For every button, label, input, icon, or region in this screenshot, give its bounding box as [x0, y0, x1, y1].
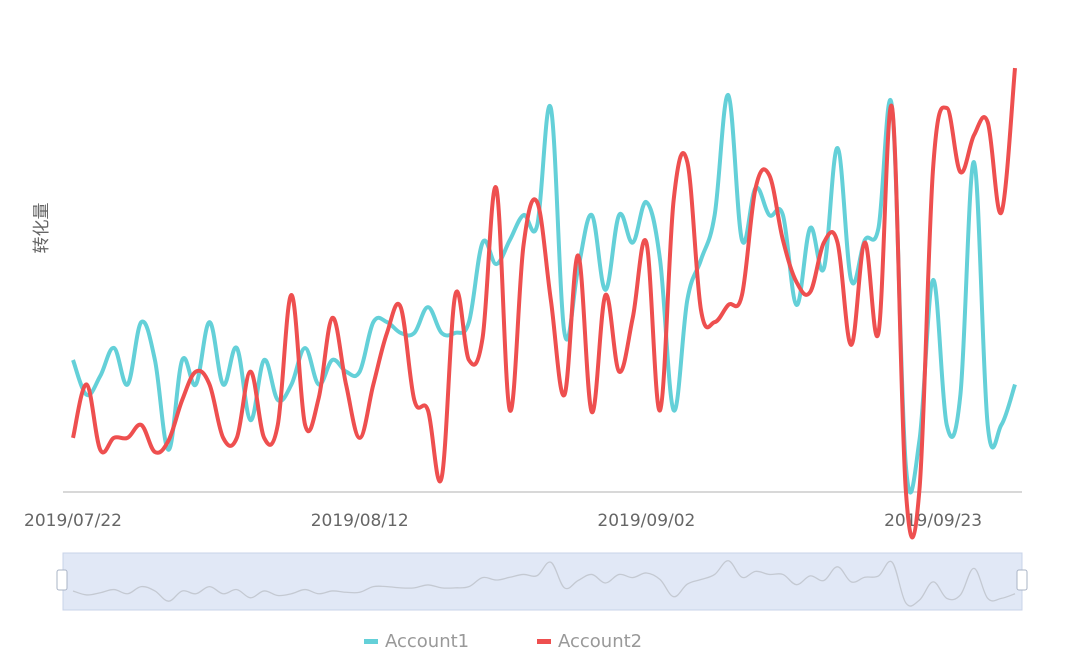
zoom-handle-right[interactable] [1016, 569, 1028, 591]
zoom-handle-left[interactable] [56, 569, 68, 591]
line-series [71, 93, 1017, 495]
x-tick-label: 2019/09/23 [884, 511, 982, 531]
line-series [71, 67, 1017, 540]
x-tick-label: 2019/08/12 [311, 511, 409, 531]
zoom-slider[interactable] [62, 552, 1023, 611]
zoom-preview-line [72, 560, 1016, 607]
y-axis-label: 转化量 [32, 203, 52, 254]
legend-swatch [364, 639, 378, 644]
legend-label: Account1 [385, 631, 469, 652]
legend-label: Account2 [558, 631, 642, 652]
x-tick-label: 2019/07/22 [24, 511, 122, 531]
legend-swatch [537, 639, 551, 644]
x-tick-label: 2019/09/02 [597, 511, 695, 531]
